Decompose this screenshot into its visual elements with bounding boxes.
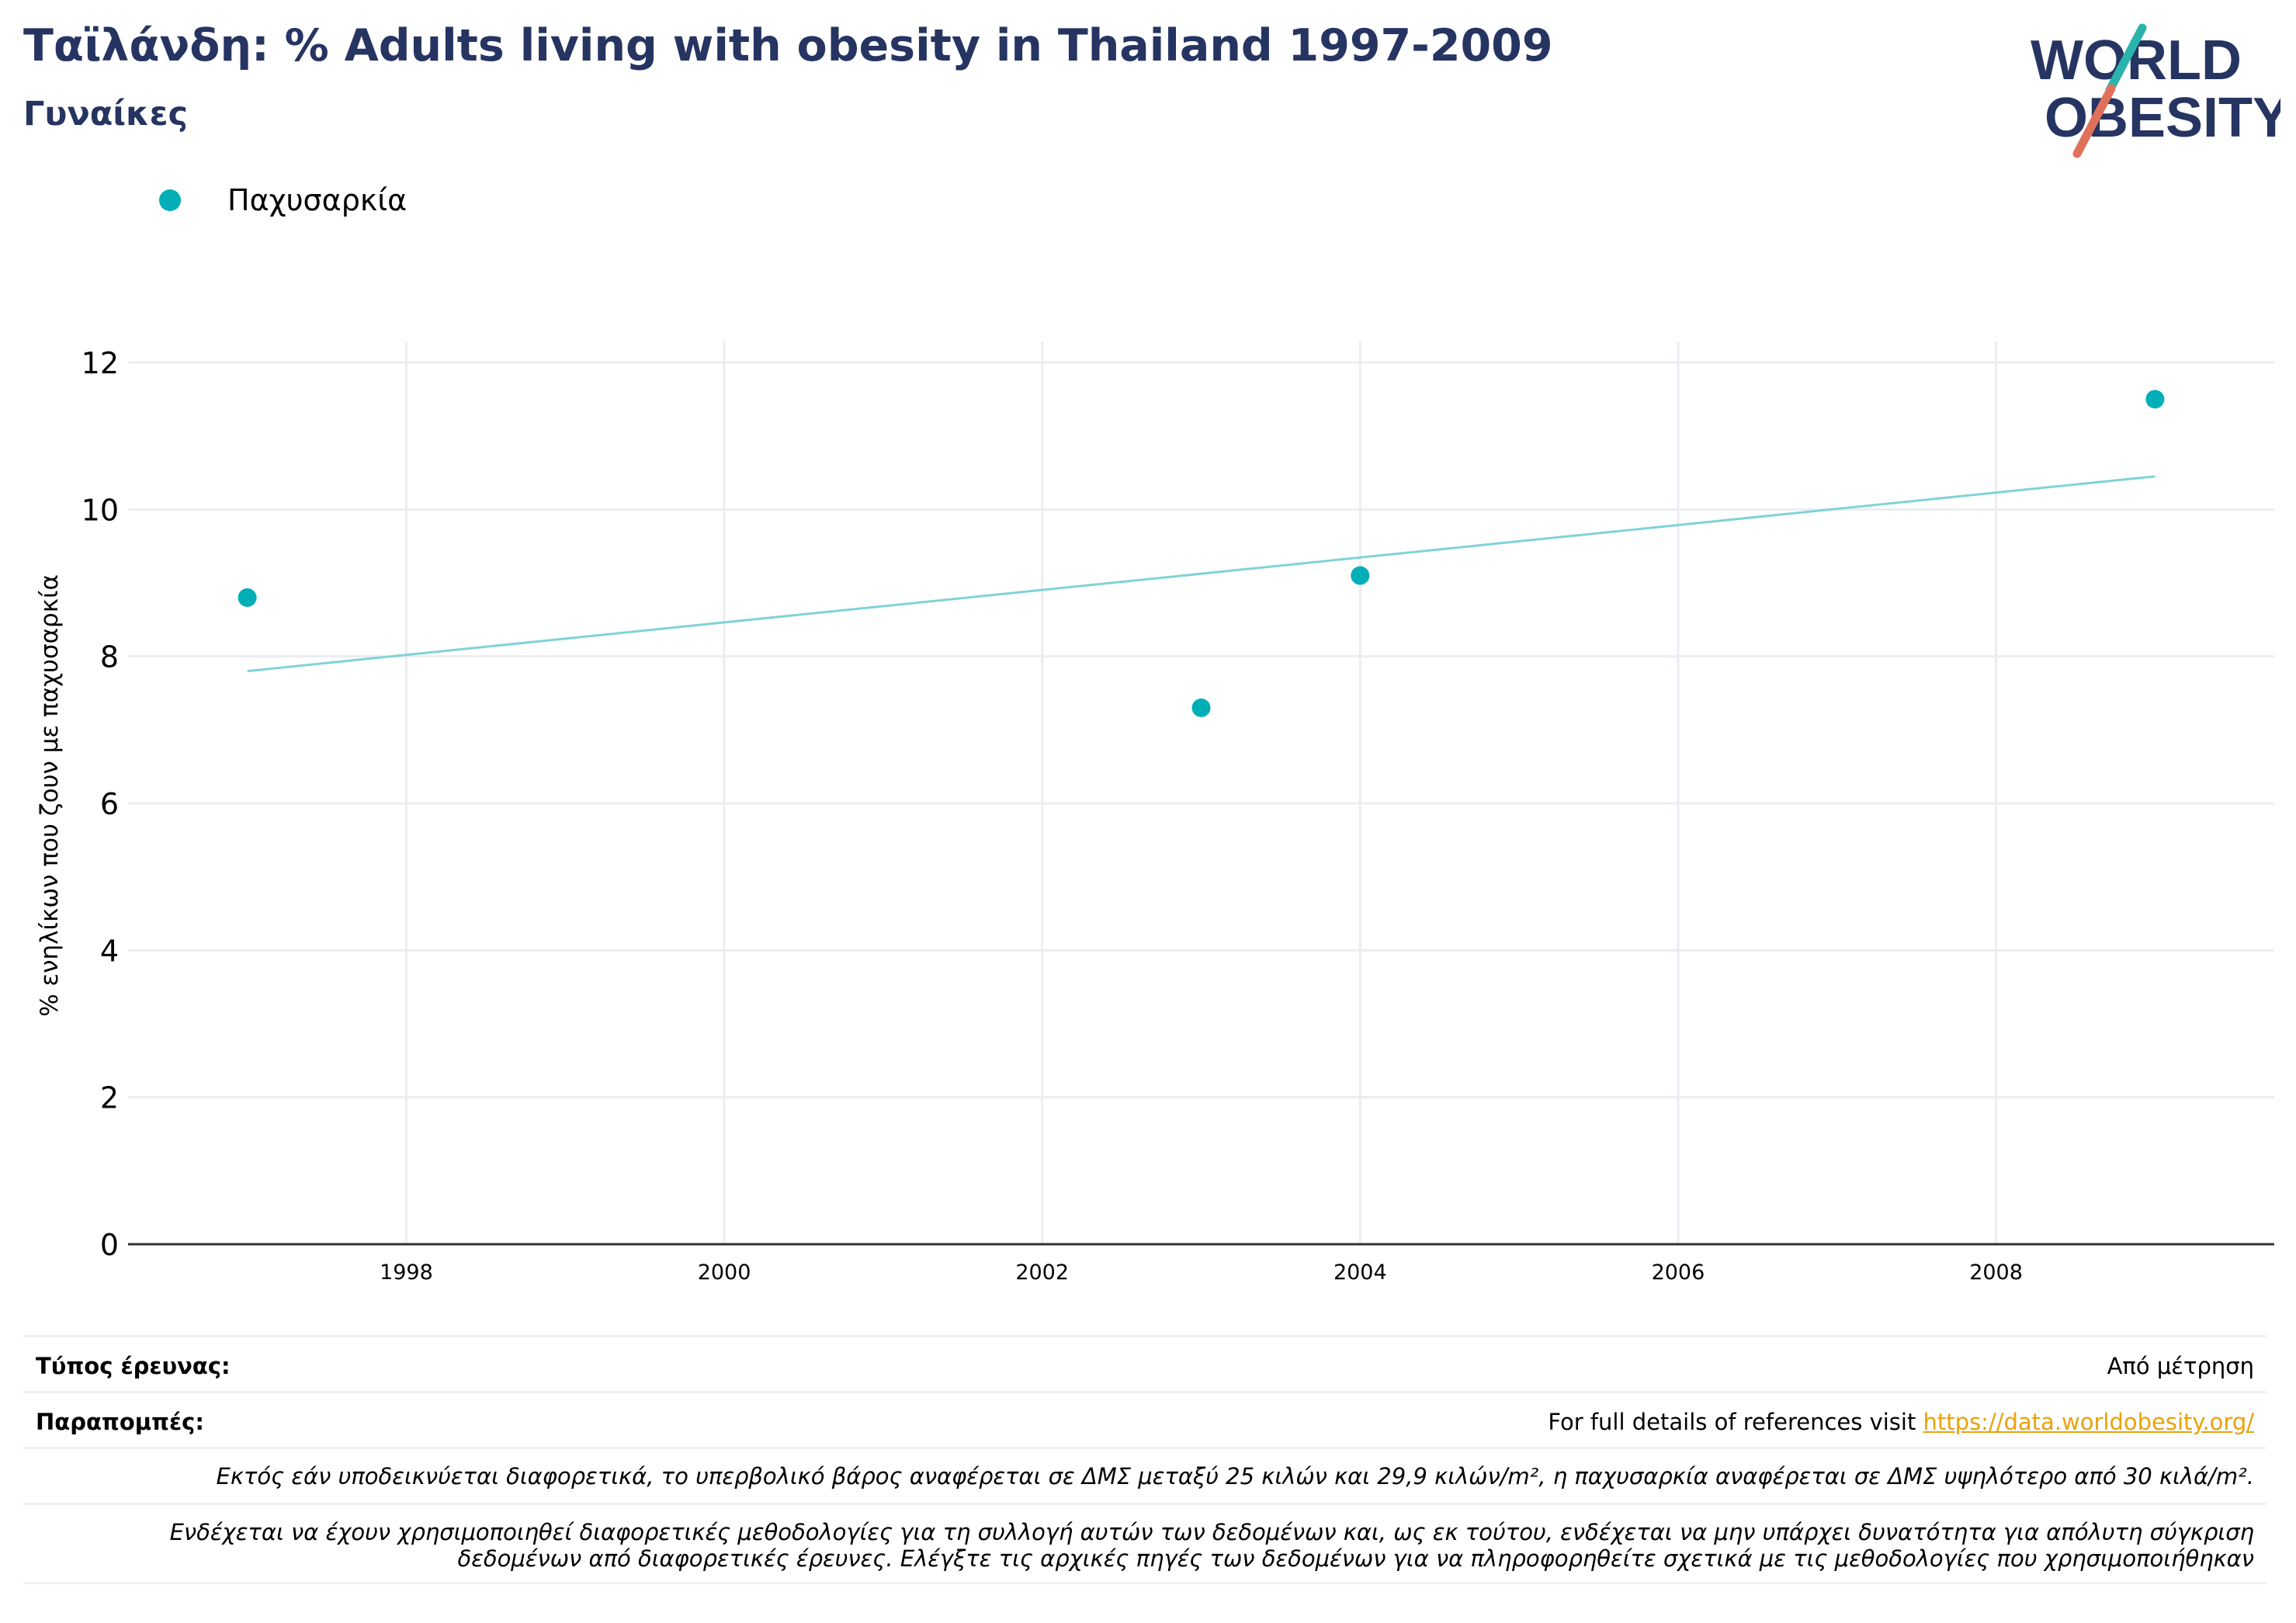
y-tick-label: 10 <box>82 493 119 527</box>
references-value: For full details of references visit htt… <box>1548 1409 2254 1435</box>
survey-type-value: Από μέτρηση <box>2107 1353 2254 1379</box>
methodology-note: Ενδέχεται να έχουν χρησιμοποιηθεί διαφορ… <box>34 1519 2254 1572</box>
legend-marker-icon <box>159 189 181 211</box>
logo-slash-top <box>2105 23 2147 95</box>
y-axis-label: % ενηλίκων που ζουν με παχυσαρκία <box>36 574 64 1017</box>
y-tick-label: 12 <box>82 346 119 380</box>
data-point <box>1351 566 1370 585</box>
x-tick-label: 2006 <box>1652 1261 1705 1285</box>
survey-type-row: Τύπος έρευνας: Από μέτρηση <box>23 1335 2267 1393</box>
x-tick-label: 1998 <box>380 1261 433 1285</box>
references-text: For full details of references visit <box>1548 1409 1923 1435</box>
points-layer <box>238 390 2165 717</box>
bmi-note: Εκτός εάν υποδεικνύεται διαφορετικά, το … <box>216 1463 2255 1489</box>
logo-slash-bottom <box>2072 84 2116 158</box>
data-point <box>2145 390 2165 409</box>
methodology-note-line-1: Ενδέχεται να έχουν χρησιμοποιηθεί διαφορ… <box>169 1519 2254 1545</box>
trend-layer <box>247 475 2156 673</box>
x-tick-label: 2000 <box>698 1261 751 1285</box>
trend-line <box>247 475 2156 673</box>
x-tick-label: 2002 <box>1015 1261 1069 1285</box>
chart-legend[interactable]: Παχυσαρκία <box>159 177 407 224</box>
world-obesity-logo: WORLD OBESITY <box>2031 23 2280 158</box>
bmi-note-row: Εκτός εάν υποδεικνύεται διαφορετικά, το … <box>23 1447 2267 1505</box>
methodology-note-row: Ενδέχεται να έχουν χρησιμοποιηθεί διαφορ… <box>23 1503 2267 1584</box>
scatter-chart: 1998 2000 2002 2004 2006 2008 0 2 4 6 8 10 12 % ενηλ… <box>36 342 2274 1285</box>
chart-title: Ταϊλάνδη: % Adults living with obesity i… <box>23 20 1553 71</box>
references-label: Παραπομπές: <box>36 1409 204 1435</box>
survey-type-label: Τύπος έρευνας: <box>36 1353 231 1379</box>
references-row: Παραπομπές: For full details of referenc… <box>23 1391 2267 1449</box>
x-tick-label: 2004 <box>1334 1261 1387 1285</box>
x-tick-label: 2008 <box>1969 1261 2023 1285</box>
chart-subtitle: Γυναίκες <box>23 95 188 134</box>
y-tick-label: 6 <box>100 787 119 821</box>
footer-bottom-rule <box>23 1582 2267 1585</box>
y-tick-label: 4 <box>100 934 119 968</box>
y-tick-label: 8 <box>100 640 119 675</box>
data-point <box>1191 698 1211 717</box>
methodology-note-line-2: δεδομένων από διαφορετικές έρευνες. Ελέγ… <box>457 1545 2254 1572</box>
y-tick-label: 2 <box>100 1081 119 1115</box>
grid-layer <box>128 342 2274 1244</box>
references-link[interactable]: https://data.worldobesity.org/ <box>1923 1409 2254 1435</box>
data-point <box>238 588 257 607</box>
y-tick-label: 0 <box>100 1228 119 1262</box>
legend-label: Παχυσαρκία <box>227 183 408 217</box>
axis-layer: 1998 2000 2002 2004 2006 2008 0 2 4 6 8 10 12 <box>82 346 2274 1285</box>
